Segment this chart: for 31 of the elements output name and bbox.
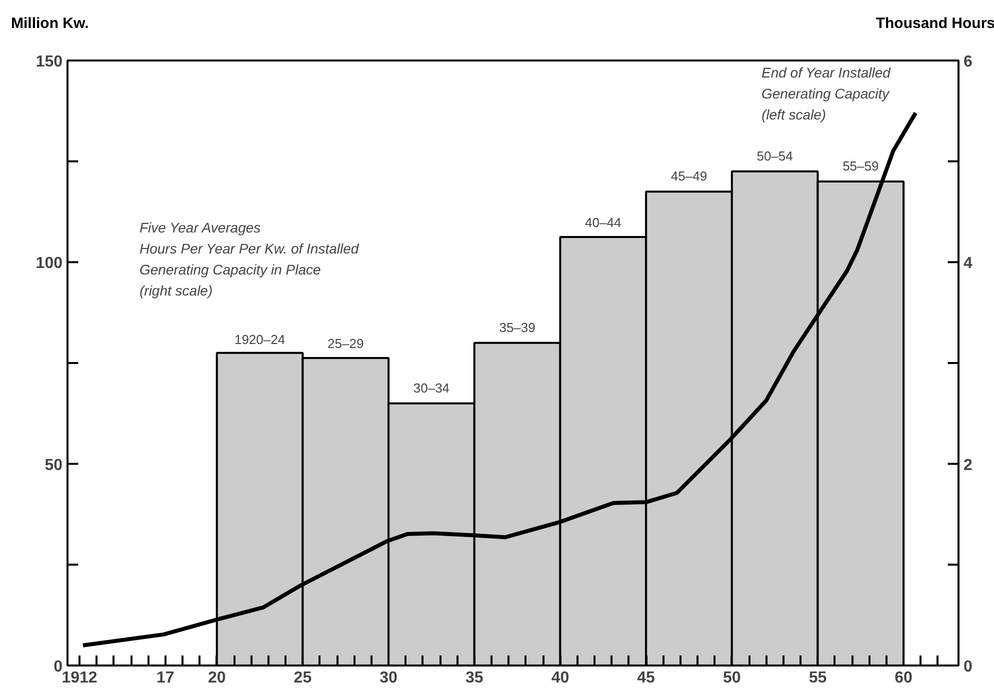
y2-tick-label: 0 bbox=[964, 658, 972, 676]
x-tick-label: 35 bbox=[465, 670, 484, 686]
x-tick-label: 1912 bbox=[62, 670, 98, 686]
y2-tick-label: 6 bbox=[964, 54, 972, 70]
annotation: 1920–24 bbox=[234, 332, 286, 347]
x-tick-label: 55 bbox=[808, 670, 827, 686]
x-tick-label: 30 bbox=[380, 670, 398, 686]
annotation: 40–44 bbox=[585, 214, 622, 230]
annotation: End of Year Installed Generating Capacity (left scale) bbox=[762, 64, 892, 122]
y-tick-label: 50 bbox=[44, 456, 63, 474]
annotation: Five Year Averages Hours Per Year Per Kw. of Installed Generating Capacity in Place (right scale) bbox=[140, 220, 360, 298]
x-tick-label: 20 bbox=[208, 670, 226, 686]
y-tick-label: 100 bbox=[36, 255, 63, 272]
y2-tick-label: 4 bbox=[964, 255, 972, 272]
x-tick-label: 25 bbox=[294, 670, 312, 686]
x-tick-label: 40 bbox=[551, 670, 570, 686]
annotation: 45–49 bbox=[670, 168, 708, 184]
y-tick-label: 0 bbox=[54, 658, 63, 676]
x-tick-label: 17 bbox=[156, 670, 174, 686]
y2-axis-title: Thousand Hours bbox=[876, 14, 994, 34]
annotation: 50–54 bbox=[756, 148, 793, 164]
annotation: 30–34 bbox=[413, 380, 450, 396]
annotation: 35–39 bbox=[499, 320, 536, 335]
x-tick-label: 50 bbox=[722, 670, 741, 686]
x-tick-label: 45 bbox=[637, 670, 656, 686]
y-tick-label: 150 bbox=[36, 54, 63, 70]
y-axis-title: Million Kw. bbox=[11, 14, 89, 34]
annotation: 55–59 bbox=[842, 158, 879, 174]
annotation: 25–29 bbox=[328, 336, 364, 351]
y2-tick-label: 2 bbox=[964, 456, 972, 474]
x-tick-label: 60 bbox=[894, 670, 913, 686]
